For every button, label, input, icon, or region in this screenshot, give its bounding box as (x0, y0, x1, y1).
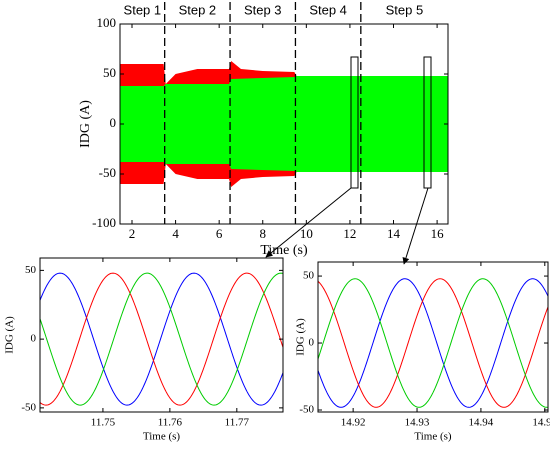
zoom-arrow (265, 187, 352, 258)
y-tick-label: 50 (303, 270, 315, 282)
y-tick-label: 50 (103, 65, 116, 80)
x-tick-label: 4 (172, 226, 179, 241)
chart: 14.92 14.93 14.94 14.95 50 0 -50 Time (s) IDG (A… (295, 261, 550, 443)
step-label: Step 5 (386, 2, 424, 17)
plot-area (318, 278, 548, 408)
phase-current (40, 272, 283, 406)
y-tick-label: 50 (25, 264, 37, 276)
x-axis-label: Time (s) (414, 431, 452, 443)
y-axis-label: IDG (A) (4, 316, 16, 354)
x-tick-label: 2 (129, 226, 136, 241)
x-tick-label: 14.94 (469, 417, 494, 429)
zoom-box (350, 56, 359, 189)
phase-current (318, 278, 548, 408)
chart: Step 1 Step 2 Step 3 Step 4 Step 5 2 4 6 8 10 12 14… (78, 2, 449, 258)
step-label: Step 3 (244, 2, 282, 17)
step-label: Step 2 (179, 2, 217, 17)
x-tick-label: 16 (431, 226, 445, 241)
x-tick-label: 12 (343, 226, 356, 241)
phase-current (40, 272, 283, 406)
x-tick-label: 14.92 (341, 417, 366, 429)
x-tick-label: 10 (300, 226, 313, 241)
y-tick-label: -50 (99, 165, 116, 180)
x-tick-label: 8 (260, 226, 267, 241)
x-tick-label: 6 (216, 226, 223, 241)
x-tick-label: 11.77 (225, 417, 250, 429)
y-tick-label: -50 (299, 404, 314, 416)
plot-area (120, 61, 448, 187)
y-tick-label: 0 (110, 115, 117, 130)
y-tick-label: 100 (97, 15, 117, 30)
y-tick-label: -100 (92, 215, 116, 230)
y-axis-label: IDG (A) (78, 100, 93, 148)
phase-current (40, 272, 283, 406)
step-label: Step 1 (124, 2, 162, 17)
step-label: Step 4 (309, 2, 347, 17)
x-tick-label: 14 (387, 226, 401, 241)
x-tick-label: 11.75 (91, 417, 116, 429)
phase-current (318, 278, 548, 408)
x-tick-label: 11.76 (158, 417, 183, 429)
x-tick-label: 14.93 (405, 417, 430, 429)
x-tick-label: 14.95 (532, 417, 550, 429)
y-tick-label: 0 (309, 337, 315, 349)
chart: 11.75 11.76 11.77 50 0 -50 Time (s) IDG (A) (4, 257, 284, 443)
oscillation-band (120, 76, 448, 172)
zoom-arrow (402, 187, 429, 265)
y-tick-label: -50 (21, 401, 36, 413)
axes-frame (317, 261, 549, 413)
y-tick-label: 0 (31, 333, 37, 345)
axes-frame (39, 257, 284, 413)
phase-current (318, 278, 548, 408)
y-axis-label: IDG (A) (295, 318, 307, 356)
x-axis-label: Time (s) (143, 431, 181, 443)
plot-area (40, 272, 283, 406)
